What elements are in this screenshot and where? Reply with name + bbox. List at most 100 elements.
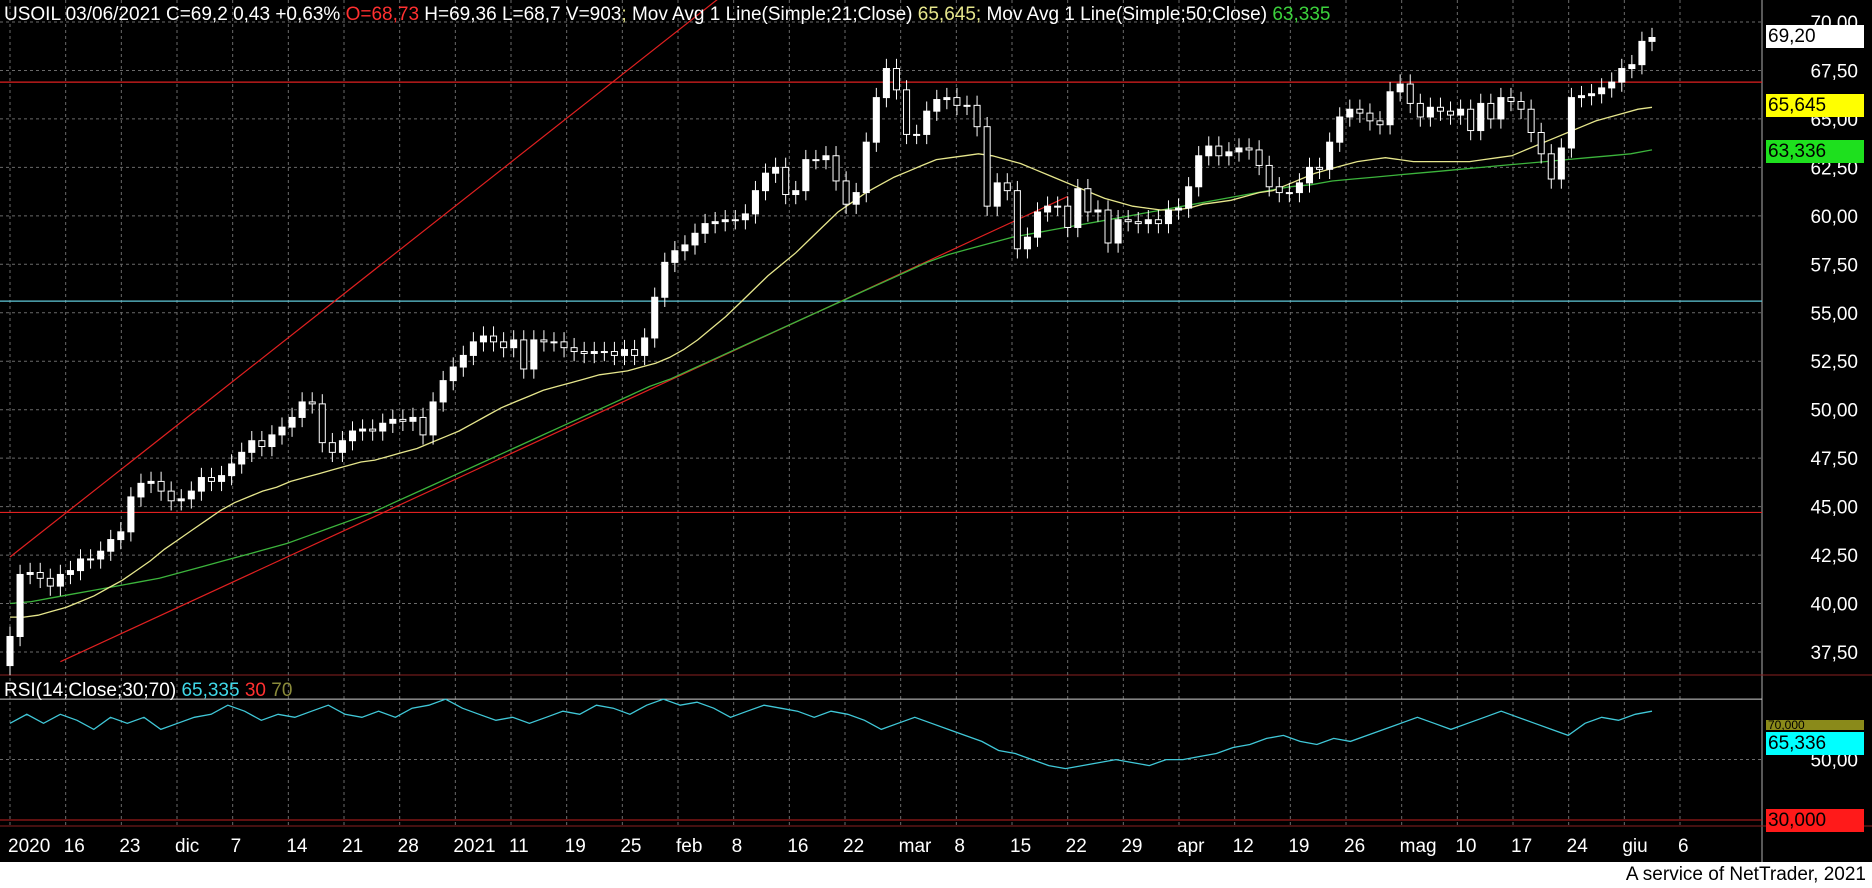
candle-body: [419, 416, 427, 436]
candle-body: [1054, 205, 1062, 208]
x-tick-label: apr: [1177, 836, 1205, 857]
x-tick-label: mar: [899, 836, 932, 857]
candle-body: [953, 97, 961, 106]
candle-body: [1215, 145, 1223, 157]
y-tick-label: 47,50: [1810, 449, 1858, 470]
candle-body: [651, 296, 659, 339]
candle-body: [1094, 209, 1102, 213]
y-tick-label: 67,50: [1810, 61, 1858, 82]
candle-body: [1064, 205, 1072, 228]
y-tick-label: 45,00: [1810, 498, 1858, 519]
candle-body: [248, 440, 256, 453]
candle-body: [862, 141, 870, 194]
candle-body: [298, 401, 306, 418]
candle-body: [56, 573, 64, 587]
candle-body: [26, 572, 34, 575]
candle-body: [258, 440, 266, 448]
candle-body: [1648, 37, 1656, 42]
candle-body: [1487, 102, 1495, 120]
candle-body: [439, 380, 447, 403]
candle-body: [459, 354, 467, 368]
ma50-label: Mov Avg 1 Line(Simple;50;Close): [986, 4, 1268, 25]
candle-body: [409, 416, 417, 422]
candle-body: [318, 403, 326, 444]
candle-body: [1416, 102, 1424, 118]
ma50-tag: 63,336: [1766, 140, 1864, 163]
y-tick-label: 37,50: [1810, 643, 1858, 664]
x-tick-label: 21: [342, 836, 363, 857]
candle-body: [1346, 108, 1354, 118]
candle-body: [892, 68, 901, 91]
footer-credit: A service of NetTrader, 2021: [1625, 864, 1866, 885]
y-tick-label: 60,00: [1810, 207, 1858, 228]
candle-body: [278, 426, 286, 436]
candle-body: [1225, 151, 1233, 157]
ma21-value: 65,645: [917, 4, 976, 25]
candle-body: [741, 213, 749, 221]
candle-body: [872, 97, 880, 143]
candle-body: [842, 180, 850, 205]
candle-body: [1477, 102, 1485, 132]
candle-body: [721, 219, 729, 223]
x-tick-label: 15: [1010, 836, 1031, 857]
y-tick-label: 42,50: [1810, 546, 1858, 567]
candle-body: [1245, 147, 1253, 151]
candle-body: [1104, 209, 1112, 244]
candle-body: [701, 223, 709, 234]
candle-body: [600, 351, 608, 354]
candle-body: [46, 577, 54, 587]
candle-body: [1195, 155, 1203, 188]
x-tick-label: 24: [1567, 836, 1589, 857]
candle-body: [1436, 106, 1444, 112]
candle-body: [429, 401, 437, 436]
chart-header: USOIL 03/06/2021 C=69,2 0,43 +0,63% O=68…: [4, 4, 1331, 25]
x-tick-label: giu: [1622, 836, 1647, 857]
candle-body: [147, 480, 155, 484]
candle-body: [550, 341, 558, 344]
candle-body: [6, 635, 14, 667]
candle-body: [1074, 188, 1082, 228]
candle-body: [268, 434, 276, 448]
candle-body: [620, 349, 629, 356]
candle-body: [1497, 97, 1505, 120]
candle-body: [1154, 219, 1162, 225]
symbol: USOIL: [4, 4, 61, 25]
candle-body: [1386, 91, 1394, 126]
x-tick-label: 23: [119, 836, 140, 857]
x-tick-label: 29: [1121, 836, 1142, 857]
candle-body: [117, 531, 125, 541]
candle-body: [1164, 209, 1172, 225]
volume-value: V=903: [565, 4, 622, 25]
candle-body: [1426, 106, 1434, 118]
candle-body: [580, 351, 588, 354]
x-tick-label: 25: [620, 836, 641, 857]
y-tick-label: 40,00: [1810, 595, 1858, 616]
candle-body: [1084, 188, 1092, 213]
candle-body: [218, 475, 226, 482]
ma21-line: [10, 106, 1653, 618]
candle-body: [993, 182, 1001, 207]
candle-body: [681, 244, 689, 252]
candle-body: [500, 341, 508, 349]
candle-body: [228, 463, 236, 477]
candle-body: [187, 490, 195, 500]
candle-body: [1406, 83, 1414, 104]
candle-body: [87, 558, 95, 561]
x-tick-label: 12: [1233, 836, 1254, 857]
x-tick-label: 8: [732, 836, 743, 857]
candle-body: [1567, 97, 1575, 149]
last-price-tag: 69,20: [1766, 25, 1864, 48]
open-value: O=68,73: [345, 4, 420, 25]
candle-body: [560, 341, 568, 349]
candle-body: [328, 442, 336, 453]
x-tick-label: mag: [1400, 836, 1437, 857]
candle-body: [1598, 87, 1606, 95]
candle-body: [731, 219, 739, 222]
candle-body: [852, 192, 860, 205]
candle-body: [127, 496, 135, 533]
candle-body: [802, 159, 810, 192]
x-tick-label: 16: [787, 836, 808, 857]
candle-body: [1638, 40, 1646, 66]
candle-body: [933, 99, 941, 112]
